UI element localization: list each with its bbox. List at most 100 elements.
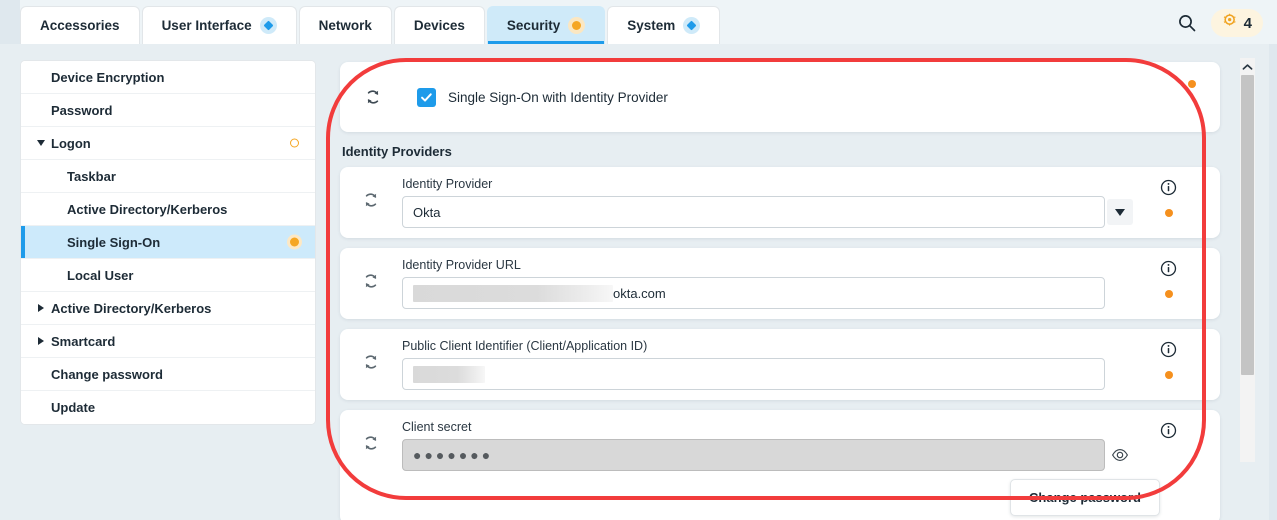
revert-icon[interactable] xyxy=(362,86,384,108)
field-value: Okta xyxy=(413,204,441,220)
eye-icon[interactable] xyxy=(1110,445,1130,465)
change-password-button[interactable]: Change password xyxy=(1010,479,1160,516)
redacted-value xyxy=(413,365,485,383)
info-icon[interactable] xyxy=(1160,260,1177,277)
sidebar-item-label: Active Directory/Kerberos xyxy=(51,300,212,316)
client-secret-input[interactable]: ●●●●●●● xyxy=(402,439,1105,471)
tab-label: Devices xyxy=(413,18,465,33)
field-right-slot xyxy=(1138,339,1220,390)
identity-provider-select[interactable]: Okta xyxy=(402,196,1105,228)
sidebar-item-active-directory-kerberos[interactable]: Active Directory/Kerberos xyxy=(21,292,315,325)
sidebar-item-local-user[interactable]: Local User xyxy=(21,259,315,292)
tab-user-interface[interactable]: User Interface xyxy=(141,6,297,44)
caret-glyph xyxy=(1115,208,1125,216)
tab-label: User Interface xyxy=(161,18,252,33)
pending-changes-count: 4 xyxy=(1243,14,1252,32)
sidebar-item-label: Password xyxy=(51,102,113,118)
field-body: Public Client Identifier (Client/Applica… xyxy=(402,339,1138,390)
field-right-slot xyxy=(1138,177,1220,228)
sidebar-item-update[interactable]: Update xyxy=(21,391,315,424)
sidebar-item-label: Smartcard xyxy=(51,333,116,349)
info-icon[interactable] xyxy=(1160,341,1177,358)
sso-checkbox-row[interactable]: Single Sign-On with Identity Provider xyxy=(417,87,668,107)
sidebar-item-label: Logon xyxy=(51,135,91,151)
top-tab-bar: Accessories User Interface Network Devices S… xyxy=(0,0,1277,44)
revert-icon[interactable] xyxy=(360,189,382,216)
chevron-down-icon[interactable] xyxy=(35,140,47,146)
chevron-right-icon[interactable] xyxy=(35,337,47,345)
sidebar-item-smartcard[interactable]: Smartcard xyxy=(21,325,315,358)
revert-icon[interactable] xyxy=(360,351,382,378)
sidebar-status-indicator xyxy=(290,237,299,247)
field-label: Identity Provider URL xyxy=(402,258,521,272)
sidebar-status-indicator xyxy=(290,138,299,148)
text-input[interactable]: okta.com xyxy=(402,277,1105,309)
sso-toggle-card: Single Sign-On with Identity Provider xyxy=(340,62,1220,132)
sidebar-item-device-encryption[interactable]: Device Encryption xyxy=(21,61,315,94)
field-card-identity-provider: Identity Provider Okta xyxy=(340,167,1220,238)
tab-label: Network xyxy=(318,18,372,33)
sidebar-item-label: Device Encryption xyxy=(51,69,165,85)
window-right-edge xyxy=(1269,44,1277,520)
field-body: Client secret ●●●●●●● xyxy=(402,420,1138,471)
diamond-icon xyxy=(686,20,697,31)
field-card-identity-provider-url: Identity Provider URL okta.com xyxy=(340,248,1220,319)
revert-icon[interactable] xyxy=(360,270,382,297)
scrollbar-thumb[interactable] xyxy=(1241,75,1254,375)
pending-changes-badge[interactable]: 4 xyxy=(1210,9,1263,37)
content-scrollbar[interactable] xyxy=(1240,58,1255,462)
field-label: Client secret xyxy=(402,420,472,434)
caret-glyph xyxy=(38,337,44,345)
tab-diamond-icon xyxy=(259,17,277,34)
tab-accessories[interactable]: Accessories xyxy=(20,6,140,44)
field-control xyxy=(402,358,1138,390)
field-right-slot xyxy=(1138,420,1220,471)
tab-diamond-icon xyxy=(683,17,701,34)
sidebar-item-taskbar[interactable]: Taskbar xyxy=(21,160,315,193)
sidebar-item-label: Local User xyxy=(67,267,134,283)
sidebar-item-change-password[interactable]: Change password xyxy=(21,358,315,391)
sidebar-item-label: Single Sign-On xyxy=(67,234,161,250)
chevron-down-icon[interactable] xyxy=(1107,199,1133,225)
dot-icon xyxy=(572,21,582,30)
tab-network[interactable]: Network xyxy=(298,6,392,44)
tab-system[interactable]: System xyxy=(607,6,721,44)
field-modified-indicator xyxy=(1165,209,1173,217)
sidebar-item-active-directory-kerberos[interactable]: Active Directory/Kerberos xyxy=(21,193,315,226)
field-revert-slot xyxy=(340,339,402,390)
sso-modified-indicator xyxy=(1188,80,1196,88)
field-control: ●●●●●●● xyxy=(402,439,1138,471)
field-label: Identity Provider xyxy=(402,177,493,191)
info-icon[interactable] xyxy=(1160,179,1177,196)
tab-security[interactable]: Security xyxy=(486,6,606,44)
info-icon[interactable] xyxy=(1160,422,1177,439)
chevron-up-icon[interactable] xyxy=(1240,58,1255,75)
field-revert-slot xyxy=(340,258,402,309)
field-label: Public Client Identifier (Client/Applica… xyxy=(402,339,648,353)
sidebar-item-label: Update xyxy=(51,400,96,415)
tab-label: Security xyxy=(506,18,561,33)
field-modified-indicator xyxy=(1165,290,1173,298)
text-input[interactable] xyxy=(402,358,1105,390)
field-revert-slot xyxy=(340,420,402,471)
revert-icon[interactable] xyxy=(360,432,382,459)
sso-checkbox[interactable] xyxy=(417,87,436,107)
field-value: ●●●●●●● xyxy=(413,447,494,463)
toolbar-right: 4 xyxy=(1177,8,1263,38)
tabbar-left-edge xyxy=(0,0,20,44)
diamond-icon xyxy=(263,20,274,31)
tab-list: Accessories User Interface Network Devices S… xyxy=(20,0,722,44)
field-value-visible: okta.com xyxy=(613,285,666,301)
field-card-public-client-identifier-client-application-id: Public Client Identifier (Client/Applica… xyxy=(340,329,1220,400)
change-password-row: Change password xyxy=(340,471,1220,520)
sidebar-item-password[interactable]: Password xyxy=(21,94,315,127)
redacted-value xyxy=(413,284,613,302)
chevron-right-icon[interactable] xyxy=(35,304,47,312)
sidebar-item-logon[interactable]: Logon xyxy=(21,127,315,160)
identity-provider-fields: Identity Provider Okta Identity Provider U… xyxy=(330,167,1230,520)
main-content: Single Sign-On with Identity Provider Id… xyxy=(330,56,1230,520)
tab-devices[interactable]: Devices xyxy=(393,6,485,44)
sidebar-item-single-sign-on[interactable]: Single Sign-On xyxy=(21,226,315,259)
search-icon[interactable] xyxy=(1177,13,1197,33)
